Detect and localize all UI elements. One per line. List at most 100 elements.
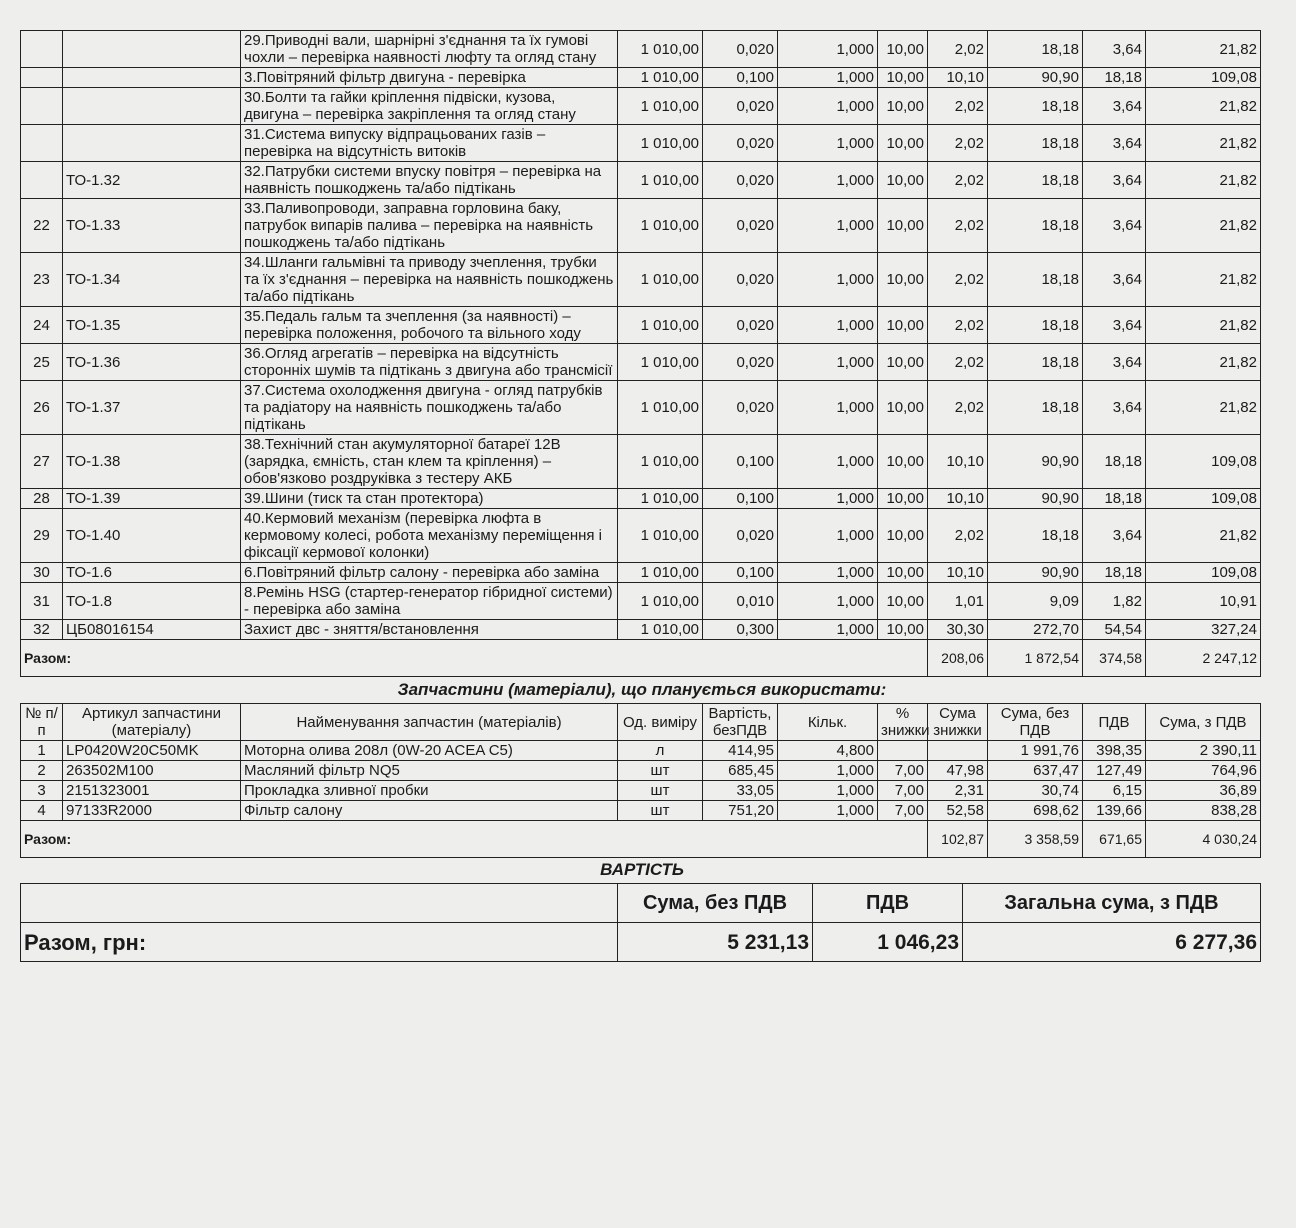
cell: 1,000 [777,252,878,307]
cell [20,883,618,923]
cell: 1,000 [777,760,878,781]
cell: 109,08 [1145,488,1261,509]
cell: 21,82 [1145,508,1261,563]
cell: 208,06 [927,639,988,677]
cell: 30,74 [987,780,1083,801]
cell: 1,000 [777,488,878,509]
cell: 27 [20,434,63,489]
cell: 1 010,00 [617,161,703,199]
cell: 9,09 [987,582,1083,620]
cell: 30 [20,562,63,583]
cell: 1,000 [777,434,878,489]
cell: 40.Кермовий механізм (перевірка люфта в … [240,508,618,563]
cell: 52,58 [927,800,988,821]
cell: 18,18 [987,124,1083,162]
total-label: Разом: [20,820,928,858]
cell: 1 010,00 [617,508,703,563]
cell: LP0420W20C50MK [62,740,241,761]
cell: 8.Ремінь HSG (стартер-генератор гібридно… [240,582,618,620]
cell [62,87,241,125]
cell: 2,02 [927,124,988,162]
cell: 698,62 [987,800,1083,821]
cell: 1,82 [1082,582,1146,620]
cell: 838,28 [1145,800,1261,821]
cell: 2 [20,760,63,781]
cell: 24 [20,306,63,344]
cell: 97133R2000 [62,800,241,821]
cell: 1,000 [777,306,878,344]
cell: 10,10 [927,67,988,88]
cell: 18,18 [987,343,1083,381]
cell [20,161,63,199]
cost-heading: ВАРТІСТЬ [600,860,684,879]
cell: 1 010,00 [617,87,703,125]
cell: 0,020 [702,161,778,199]
cell [20,30,63,68]
cell: 3,64 [1082,252,1146,307]
cell: 1,000 [777,508,878,563]
cell: 38.Технічний стан акумуляторної батареї … [240,434,618,489]
cell: 10,00 [877,124,928,162]
services-table: 29.Приводні вали, шарнірні з'єднання та … [20,30,1261,677]
cell: ЦБ08016154 [62,619,241,640]
cell: 54,54 [1082,619,1146,640]
cell: 29 [20,508,63,563]
cell: 28 [20,488,63,509]
service-row: 26 ТО-1.37 37.Система охолодження двигуна … [20,380,1261,435]
cell: 3,64 [1082,306,1146,344]
cell: 3 358,59 [987,820,1083,858]
parts-heading: Запчастини (матеріали), що планується ви… [397,680,887,699]
cell: Фільтр салону [240,800,618,821]
cell: 1,01 [927,582,988,620]
cell: 4 [20,800,63,821]
cell: 1,000 [777,198,878,253]
cell: 374,58 [1082,639,1146,677]
cell: 10,00 [877,380,928,435]
cell: 764,96 [1145,760,1261,781]
cell: 671,65 [1082,820,1146,858]
cell: 109,08 [1145,434,1261,489]
cell: 10,00 [877,30,928,68]
cell: Захист двс - зняття/встановлення [240,619,618,640]
cell: 10,00 [877,488,928,509]
cell: 36.Огляд агрегатів – перевірка на відсут… [240,343,618,381]
cell: 18,18 [987,380,1083,435]
cell: 2,02 [927,343,988,381]
cell: 0,020 [702,252,778,307]
cell: 3,64 [1082,161,1146,199]
cell: 0,300 [702,619,778,640]
cell: 10,00 [877,582,928,620]
cell: 0,020 [702,508,778,563]
cell: 1 046,23 [812,922,963,962]
total-row: Разом: 208,06 1 872,54 374,58 2 247,12 [20,639,1261,677]
cell: 23 [20,252,63,307]
cell: 10,00 [877,562,928,583]
parts-table: № п/п Артикул запчастини (матеріалу) Найме… [20,703,1261,858]
cell: 10,10 [927,434,988,489]
cell: 10,91 [1145,582,1261,620]
cell: ТО-1.6 [62,562,241,583]
cell: 34.Шланги гальмівні та приводу зчеплення… [240,252,618,307]
cell: 31 [20,582,63,620]
cell: 26 [20,380,63,435]
cell: 139,66 [1082,800,1146,821]
cell: 7,00 [877,800,928,821]
service-row: 24 ТО-1.35 35.Педаль гальм та зчеплення (з… [20,306,1261,344]
cell: 3,64 [1082,124,1146,162]
cell: 18,18 [987,252,1083,307]
cell: 30,30 [927,619,988,640]
cell: ТО-1.38 [62,434,241,489]
cell [62,124,241,162]
cell: 18,18 [1082,488,1146,509]
cell: 1 010,00 [617,30,703,68]
cell: 2,02 [927,306,988,344]
cell: 2,02 [927,198,988,253]
cell: Масляний фільтр NQ5 [240,760,618,781]
service-row: 29 ТО-1.40 40.Кермовий механізм (перевірка… [20,508,1261,563]
cell: 0,020 [702,343,778,381]
cell: 102,87 [927,820,988,858]
cell: 1,000 [777,619,878,640]
cell: 1,000 [777,30,878,68]
total-label: Разом, грн: [20,922,618,962]
cell: 3,64 [1082,508,1146,563]
